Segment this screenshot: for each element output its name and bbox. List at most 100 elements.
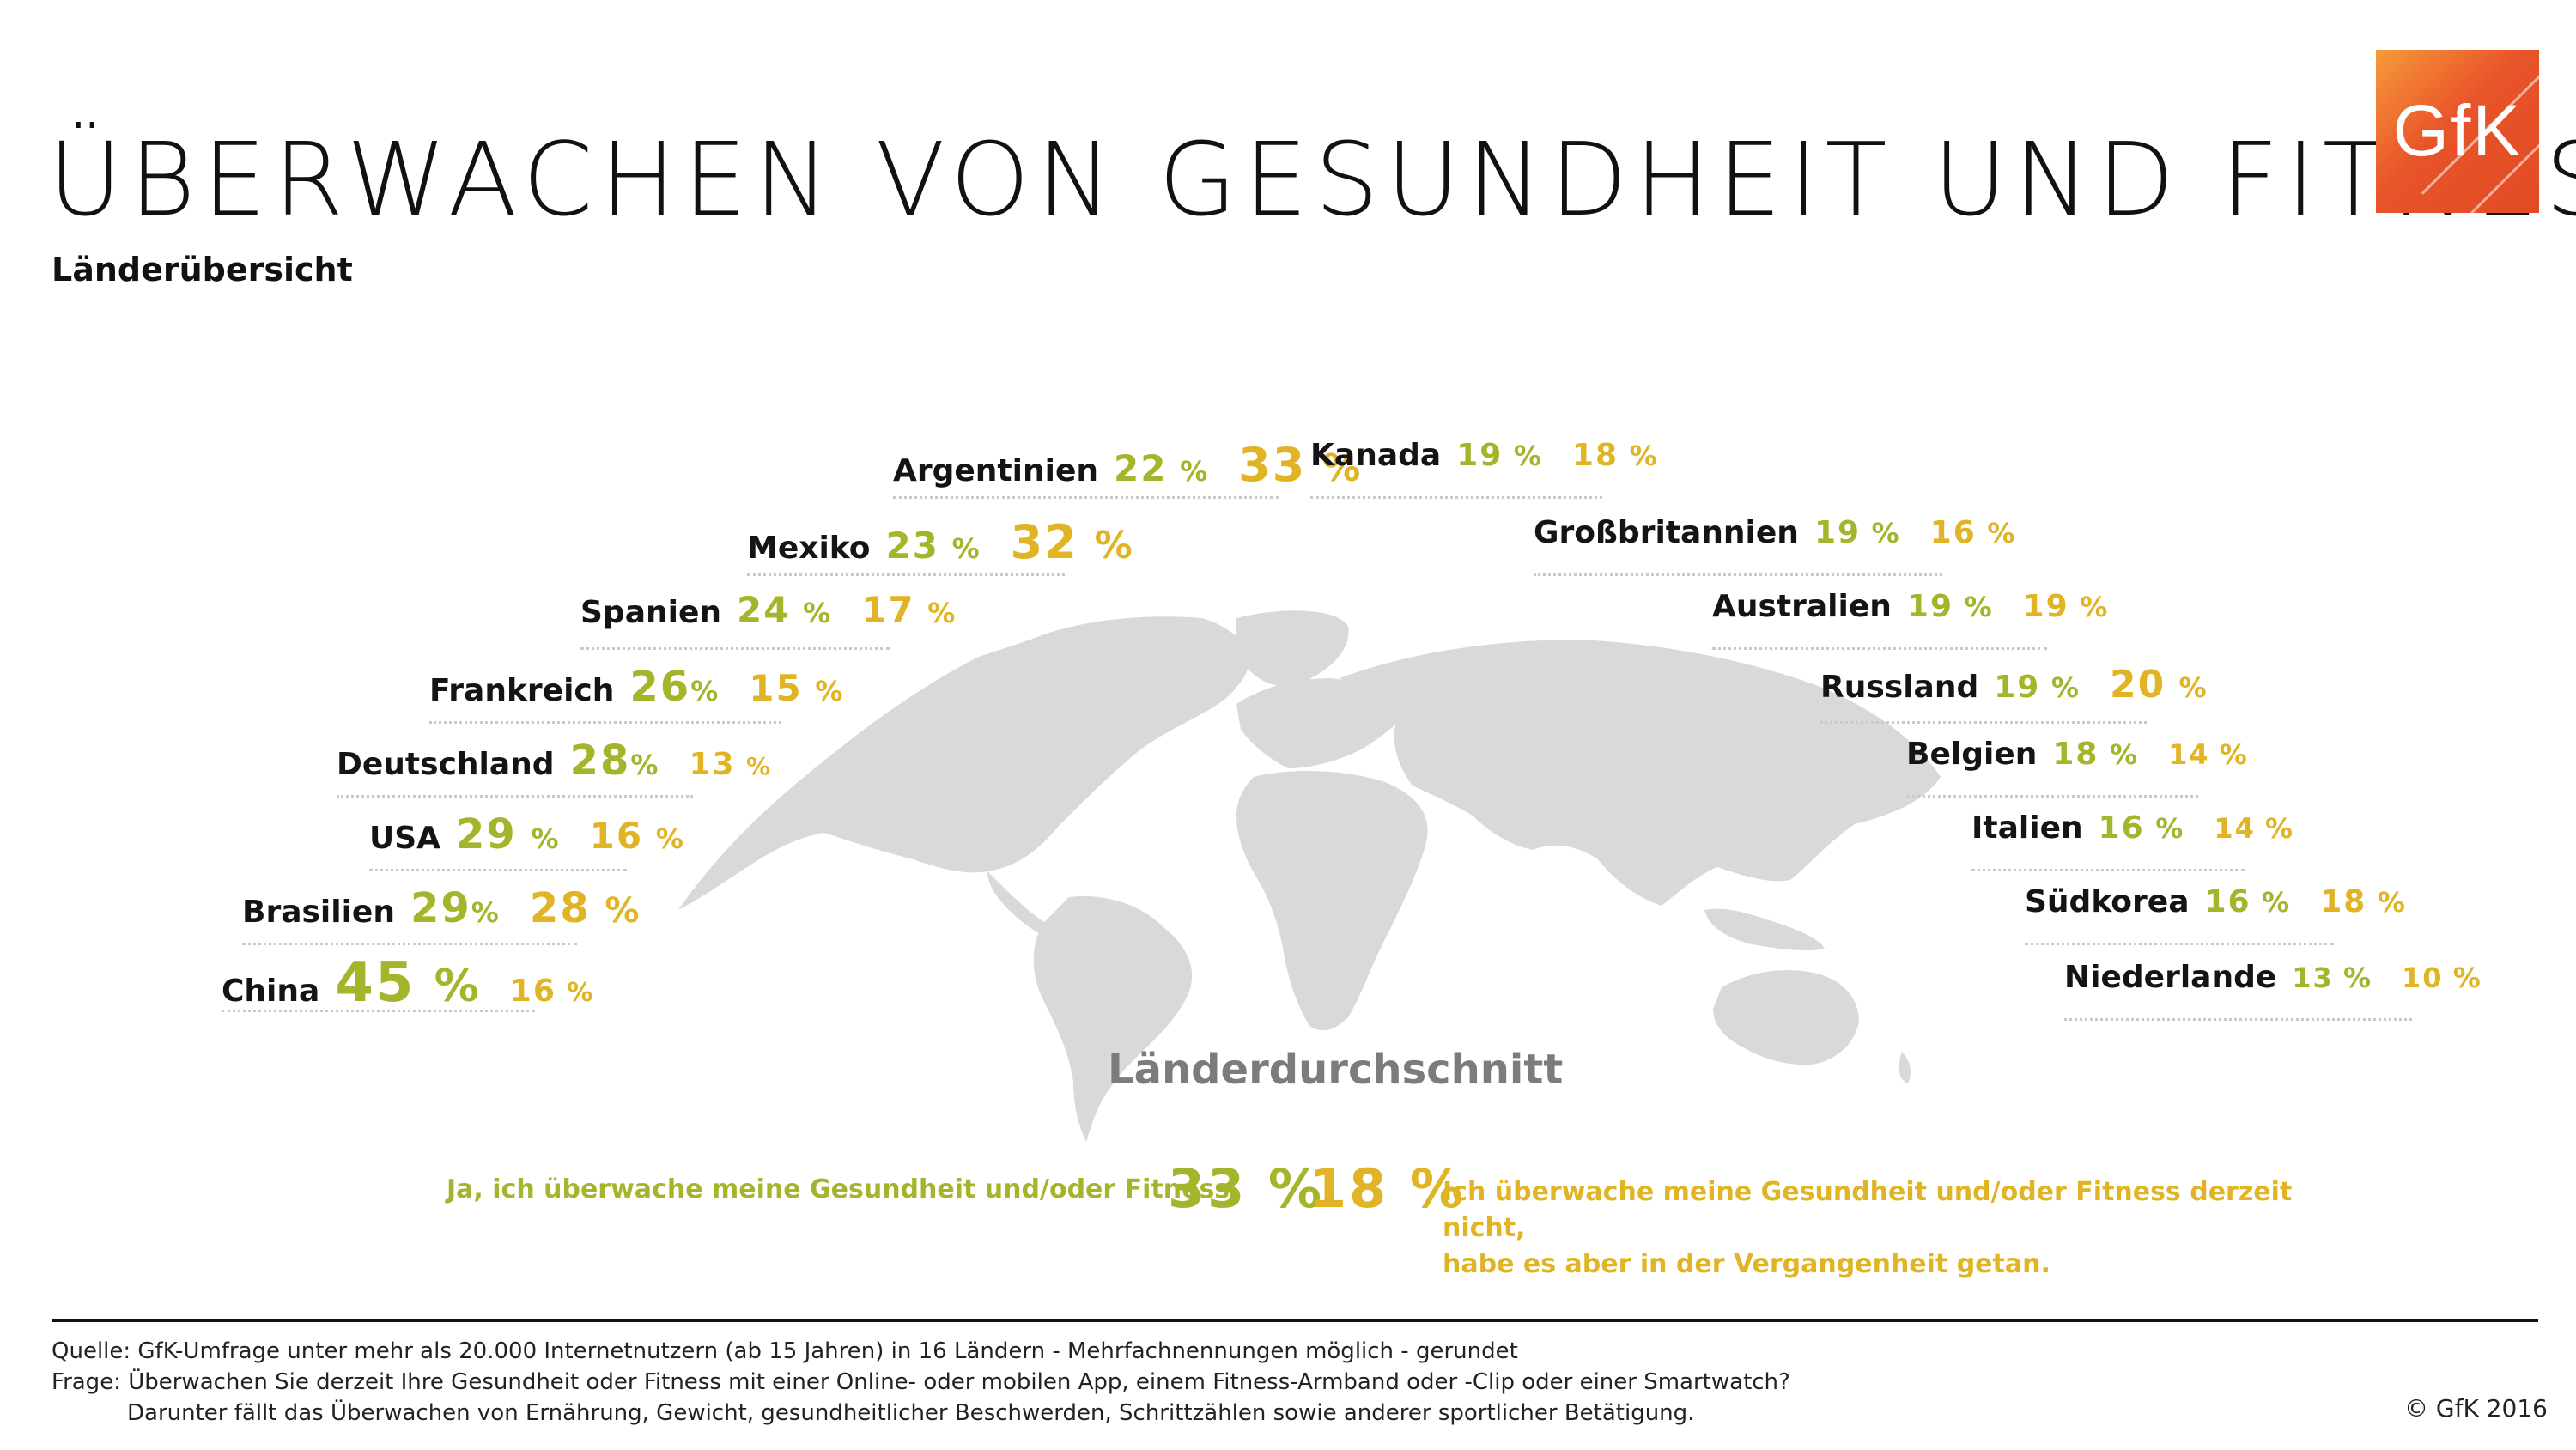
- value-current: 19 %: [1907, 589, 1992, 624]
- country-row: Frankreich 26% 15 %: [429, 663, 842, 724]
- value-current: 19 %: [1814, 515, 1899, 550]
- percent-sign: %: [1513, 440, 1541, 472]
- country-row: Australien 19 % 19 %: [1712, 589, 2107, 650]
- percent-sign: %: [2342, 962, 2372, 994]
- north-america-shape: [678, 616, 1249, 910]
- value-past: 16 %: [590, 815, 683, 857]
- value-past: 17 %: [861, 589, 955, 631]
- country-row: Mexiko 23 % 32 %: [747, 515, 1133, 576]
- page-subtitle: Länderübersicht: [52, 251, 353, 288]
- country-name: Italien: [1971, 810, 2083, 846]
- percent-sign: %: [803, 597, 831, 629]
- value-past: 13 %: [689, 747, 770, 782]
- country-name: Niederlande: [2064, 960, 2277, 995]
- percent-sign: %: [2110, 738, 2138, 771]
- value-current-number: 24: [737, 589, 791, 631]
- value-current-number: 19: [1814, 515, 1862, 550]
- percent-sign: %: [1629, 440, 1657, 472]
- value-past: 16 %: [510, 974, 593, 1009]
- value-past-number: 20: [2109, 663, 2166, 707]
- country-name: Großbritannien: [1534, 515, 1799, 550]
- question-note: Frage: Überwachen Sie derzeit Ihre Gesun…: [52, 1369, 1790, 1395]
- south-america-shape: [1033, 896, 1193, 1142]
- value-current: 22 %: [1114, 447, 1207, 489]
- percent-sign: %: [567, 978, 593, 1008]
- country-row: Niederlande 13 % 10 %: [2064, 960, 2481, 1021]
- value-past-number: 18: [1571, 438, 1619, 473]
- country-row: Spanien 24 % 17 %: [580, 589, 955, 650]
- country-row: Russland 19 % 20 %: [1820, 663, 2207, 724]
- value-past: 15 %: [749, 667, 842, 709]
- country-name: Brasilien: [242, 895, 395, 930]
- footer-notes: Quelle: GfK-Umfrage unter mehr als 20.00…: [52, 1336, 1790, 1429]
- country-row: Großbritannien 19 % 16 %: [1534, 515, 2014, 576]
- value-past-number: 18: [2320, 884, 2367, 919]
- value-past-number: 15: [749, 667, 803, 709]
- value-current-number: 13: [2292, 962, 2334, 994]
- value-current: 19 %: [1994, 670, 2079, 705]
- value-current-number: 16: [2204, 884, 2251, 919]
- logo-text: GfK: [2392, 90, 2523, 171]
- percent-sign: %: [927, 597, 956, 629]
- percent-sign: %: [2155, 812, 2184, 845]
- percent-sign: %: [815, 675, 843, 707]
- percent-sign: %: [2262, 886, 2290, 919]
- value-current: 13 %: [2292, 962, 2371, 994]
- country-row: USA 29 % 16 %: [369, 810, 683, 871]
- value-current: 18 %: [2052, 737, 2137, 772]
- value-current-number: 23: [885, 525, 939, 567]
- page-title: ÜBERWACHEN VON GESUNDHEIT UND FITNESS: [48, 120, 2576, 239]
- new-zealand-shape: [1899, 1052, 1911, 1083]
- percent-sign: %: [605, 891, 640, 931]
- greenland-shape: [1236, 610, 1349, 687]
- percent-sign: %: [690, 675, 719, 707]
- percent-sign: %: [1871, 517, 1899, 549]
- value-current-number: 28: [569, 737, 631, 785]
- value-past: 28 %: [530, 884, 640, 932]
- value-past-number: 13: [689, 747, 736, 782]
- value-past: 19 %: [2023, 589, 2108, 624]
- value-current-number: 16: [2098, 810, 2145, 846]
- percent-sign: %: [1180, 455, 1208, 488]
- value-current: 29%: [410, 884, 499, 932]
- question-note-continued: Darunter fällt das Überwachen von Ernähr…: [127, 1400, 1695, 1426]
- percent-sign: %: [2178, 671, 2207, 704]
- value-current: 24 %: [737, 589, 830, 631]
- percent-sign: %: [2377, 886, 2405, 919]
- value-current-number: 29: [410, 884, 471, 932]
- value-current-number: 45: [335, 951, 416, 1015]
- country-name: Südkorea: [2025, 884, 2190, 919]
- value-current-number: 19: [1906, 589, 1954, 624]
- average-current-value: 33 %: [1168, 1157, 1324, 1220]
- country-row: Deutschland 28% 13 %: [337, 737, 770, 798]
- asia-shape: [1340, 640, 1941, 906]
- australia-shape: [1713, 970, 1859, 1065]
- country-name: Deutschland: [337, 747, 555, 782]
- percent-sign: %: [1322, 446, 1361, 490]
- value-past-number: 16: [509, 974, 556, 1009]
- percent-sign: %: [531, 822, 559, 855]
- country-name: Kanada: [1310, 438, 1442, 473]
- legend-past-line2: habe es aber in der Vergangenheit getan.: [1443, 1249, 2050, 1279]
- country-name: Argentinien: [893, 453, 1098, 488]
- percent-sign: %: [951, 532, 980, 565]
- value-current: 29 %: [456, 810, 559, 858]
- continents: [678, 610, 1941, 1142]
- percent-sign: %: [630, 749, 659, 781]
- africa-shape: [1236, 771, 1428, 1031]
- country-row: Brasilien 29% 28 %: [242, 884, 639, 945]
- value-current-number: 22: [1114, 447, 1168, 489]
- value-past: 10 %: [2402, 962, 2481, 994]
- country-row: Belgien 18 % 14 %: [1906, 737, 2247, 798]
- legend-current: Ja, ich überwache meine Gesundheit und/o…: [447, 1174, 1240, 1204]
- value-current-number: 19: [1456, 438, 1504, 473]
- value-past: 14 %: [2168, 738, 2247, 771]
- percent-sign: %: [746, 752, 771, 780]
- country-name: USA: [369, 821, 441, 856]
- country-name: China: [222, 974, 320, 1009]
- percent-sign: %: [2080, 591, 2108, 623]
- value-past-number: 16: [589, 815, 644, 857]
- average-label: Länderdurchschnitt: [1108, 1046, 1564, 1094]
- value-current: 28%: [570, 737, 659, 785]
- percent-sign: %: [655, 822, 683, 855]
